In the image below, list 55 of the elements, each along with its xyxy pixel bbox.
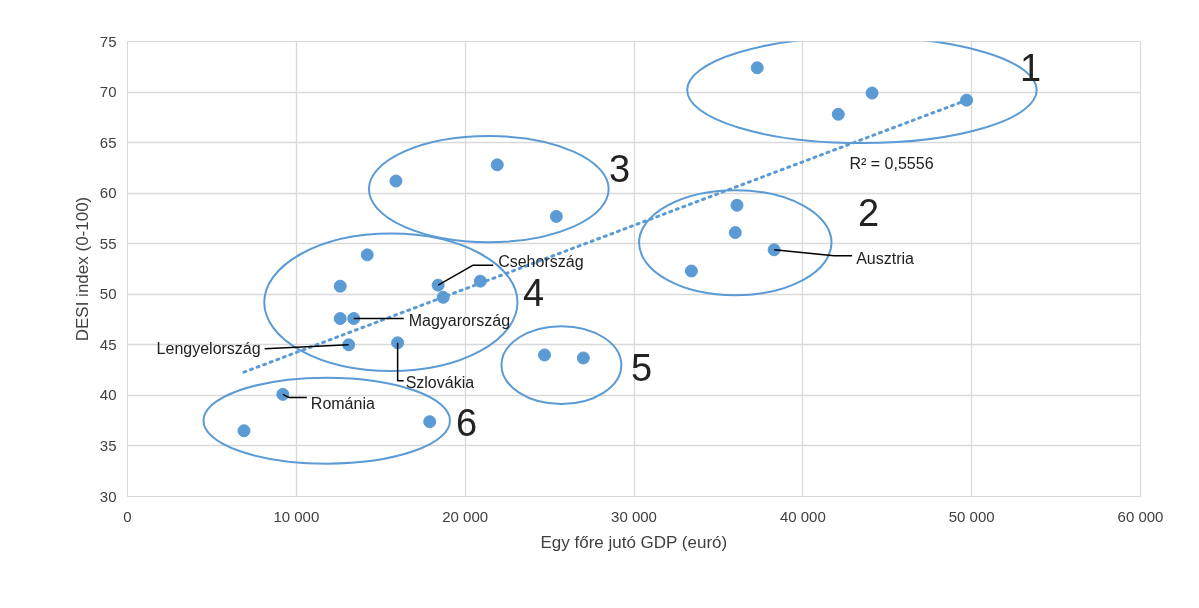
x-tick-label: 0 (123, 507, 132, 525)
annotation: R² = 0,5556 (849, 155, 934, 172)
point (333, 279, 347, 293)
y-tick-label: 65 (99, 133, 117, 151)
annotation: Lengyelország (156, 340, 261, 358)
annotation: Szlovákia (405, 374, 475, 392)
point (389, 174, 403, 188)
y-tick-label: 75 (99, 32, 117, 50)
point (237, 424, 251, 438)
y-tick-label: 45 (99, 335, 117, 353)
y-tick-label: 50 (99, 285, 117, 303)
annotation: 4 (522, 272, 545, 314)
point (960, 93, 974, 107)
annotation: 6 (455, 402, 478, 444)
annotation: Ausztria (856, 250, 915, 268)
point (549, 209, 563, 223)
point (767, 243, 781, 257)
y-tick-label: 55 (99, 234, 117, 252)
y-tick-label: 60 (99, 184, 117, 202)
point (538, 348, 552, 362)
annotation: Románia (310, 394, 375, 412)
x-tick-label: 30 000 (611, 507, 657, 525)
point (276, 387, 290, 401)
point (473, 274, 487, 288)
x-tick-label: 40 000 (779, 507, 826, 525)
point (750, 61, 764, 75)
point (728, 226, 742, 240)
point (831, 107, 845, 121)
point (360, 248, 374, 262)
annotation: 5 (630, 347, 653, 389)
point (347, 312, 361, 326)
annotation: 1 (1019, 47, 1042, 89)
x-tick-label: 50 000 (948, 507, 995, 525)
y-tick-label: 70 (99, 83, 117, 101)
point (684, 264, 698, 278)
y-tick-label: 30 (99, 487, 117, 505)
y-tick-label: 40 (99, 386, 117, 404)
annotation: 2 (857, 192, 880, 234)
point (423, 415, 437, 429)
x-tick-label: 60 000 (1117, 507, 1164, 525)
y-axis-title: DESI index (0-100) (72, 196, 92, 342)
point (436, 290, 450, 304)
point (865, 86, 879, 100)
x-tick-label: 20 000 (442, 507, 489, 525)
x-tick-label: 10 000 (273, 507, 320, 525)
point (490, 158, 504, 172)
annotation: Magyarország (408, 312, 511, 330)
y-tick-label: 35 (99, 436, 117, 454)
point (431, 278, 445, 292)
point (333, 312, 347, 326)
point (730, 198, 744, 212)
x-axis-title: Egy főre jutó GDP (euró) (540, 532, 728, 552)
point (576, 351, 590, 365)
point (391, 336, 405, 350)
annotation: 3 (608, 148, 631, 190)
